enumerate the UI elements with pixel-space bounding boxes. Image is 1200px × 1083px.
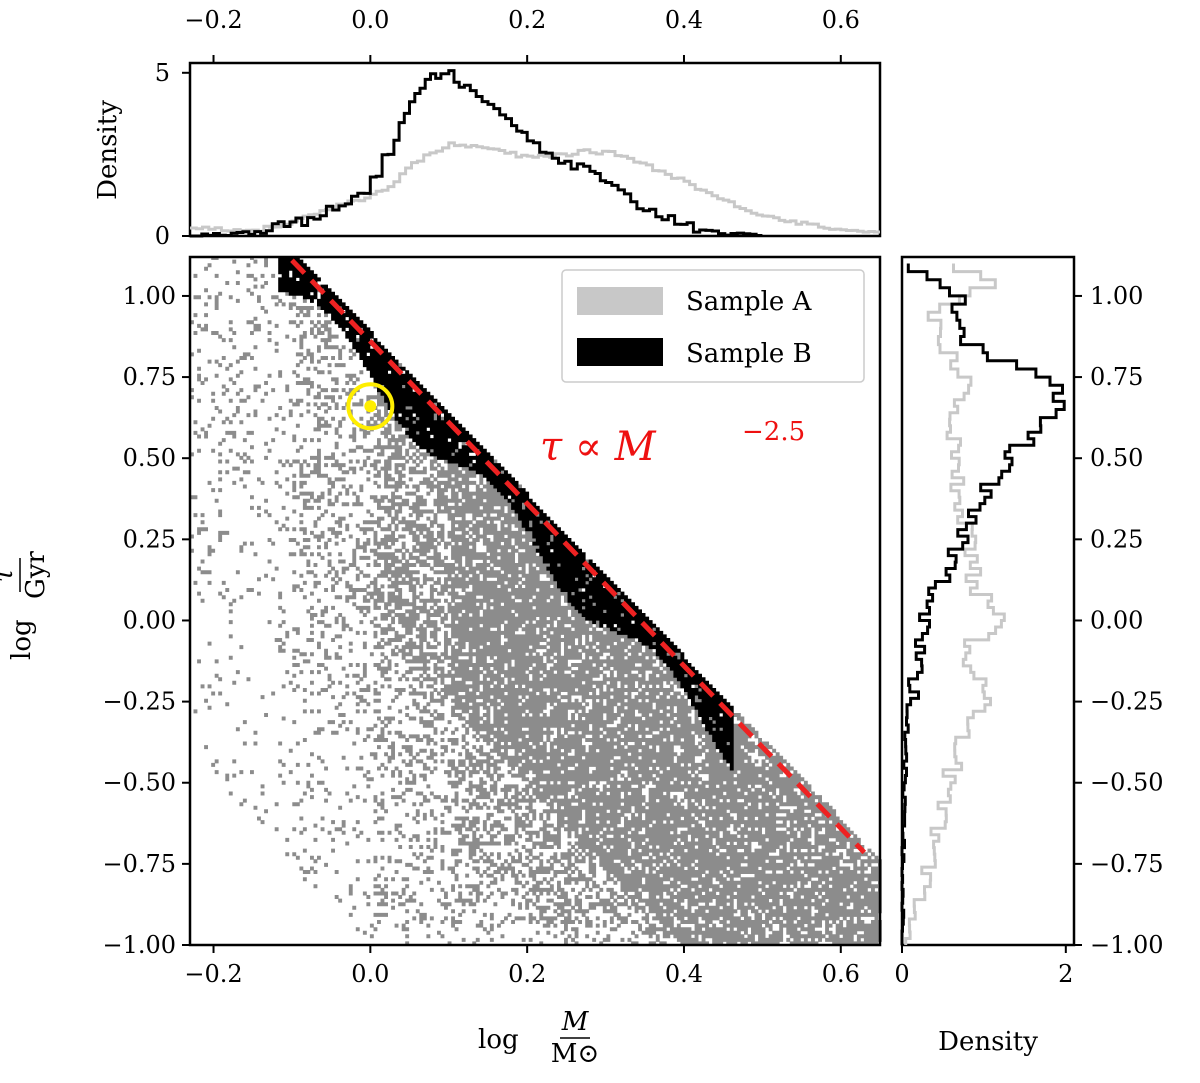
heatmap-sample-b (278, 256, 734, 771)
svg-text:τ ∝ M: τ ∝ M (540, 424, 657, 470)
x-tick-label: 0.4 (665, 960, 703, 988)
right-y-tick-label: 1.00 (1090, 282, 1143, 310)
y-axis-label: log τ Gyr (0, 550, 51, 660)
right-panel-frame (900, 255, 1076, 947)
svg-text:−2.5: −2.5 (742, 417, 805, 447)
right-y-tick-label: 0.50 (1090, 444, 1143, 472)
axis-ticks: −0.2 −0.2 0.0 0.0 0.2 0.2 0.4 0.4 0.6 0.6 −1.00 −1.… (102, 6, 1163, 988)
top-histogram-sample-b (190, 69, 763, 238)
sun-symbol-dot (364, 400, 377, 413)
top-y-axis-label: Density (93, 100, 123, 200)
right-y-tick-label: −0.75 (1090, 850, 1164, 878)
y-tick-label: −0.75 (102, 850, 176, 878)
right-histogram-sample-a (904, 263, 1006, 945)
right-x-tick-label: 0 (894, 960, 909, 988)
svg-text:log: log (7, 619, 37, 660)
x-tick-label: 0.2 (508, 960, 546, 988)
x-tick-label: −0.2 (184, 960, 242, 988)
y-tick-label: 0.00 (123, 606, 176, 634)
main-panel-frame (188, 255, 882, 947)
svg-text:M⊙: M⊙ (551, 1039, 599, 1069)
legend: Sample A Sample B (561, 269, 865, 383)
right-y-tick-label: 0.00 (1090, 606, 1143, 634)
relation-annotation: τ ∝ M −2.5 (540, 417, 805, 470)
right-y-tick-label: −0.25 (1090, 688, 1164, 716)
right-y-tick-label: −0.50 (1090, 769, 1164, 797)
y-tick-label: 0.50 (123, 444, 176, 472)
right-histogram-sample-b (900, 263, 1066, 945)
y-tick-label: −0.25 (102, 688, 176, 716)
right-x-tick-label: 2 (1058, 960, 1073, 988)
x-axis-label: log M M⊙ (478, 1007, 599, 1069)
sun-symbol-ring (346, 382, 395, 431)
right-x-axis-label: Density (938, 1027, 1038, 1057)
main-overlay (290, 258, 867, 855)
top-marginal-histograms (190, 69, 880, 238)
right-y-tick-label: −1.00 (1090, 931, 1164, 959)
x-label-frac: M (561, 1007, 590, 1037)
svg-text:Gyr: Gyr (21, 550, 51, 598)
top-x-tick-label: 0.0 (351, 6, 389, 34)
right-y-tick-label: 0.75 (1090, 363, 1143, 391)
legend-label-sample-b: Sample B (686, 339, 812, 369)
y-tick-label: −0.50 (102, 769, 176, 797)
y-tick-label: 1.00 (123, 282, 176, 310)
top-x-tick-label: −0.2 (184, 6, 242, 34)
x-tick-label: 0.6 (822, 960, 860, 988)
right-marginal-histograms (900, 263, 1066, 945)
right-y-tick-label: 0.25 (1090, 525, 1143, 553)
top-histogram-sample-a (190, 141, 880, 234)
top-x-tick-label: 0.4 (665, 6, 703, 34)
legend-swatch-sample-b (577, 338, 663, 366)
top-x-tick-label: 0.2 (508, 6, 546, 34)
y-tick-label: −1.00 (102, 931, 176, 959)
top-panel-frame (188, 61, 882, 238)
svg-text:log: log (478, 1025, 519, 1055)
top-y-tick-label: 0 (155, 222, 170, 250)
svg-text:τ: τ (0, 567, 19, 582)
legend-label-sample-a: Sample A (686, 287, 813, 317)
top-x-tick-label: 0.6 (822, 6, 860, 34)
y-tick-label: 0.75 (123, 363, 176, 391)
x-tick-label: 0.0 (351, 960, 389, 988)
y-tick-label: 0.25 (123, 525, 176, 553)
legend-swatch-sample-a (577, 287, 663, 315)
relation-dashed-line (290, 258, 867, 855)
top-y-tick-label: 5 (155, 59, 170, 87)
